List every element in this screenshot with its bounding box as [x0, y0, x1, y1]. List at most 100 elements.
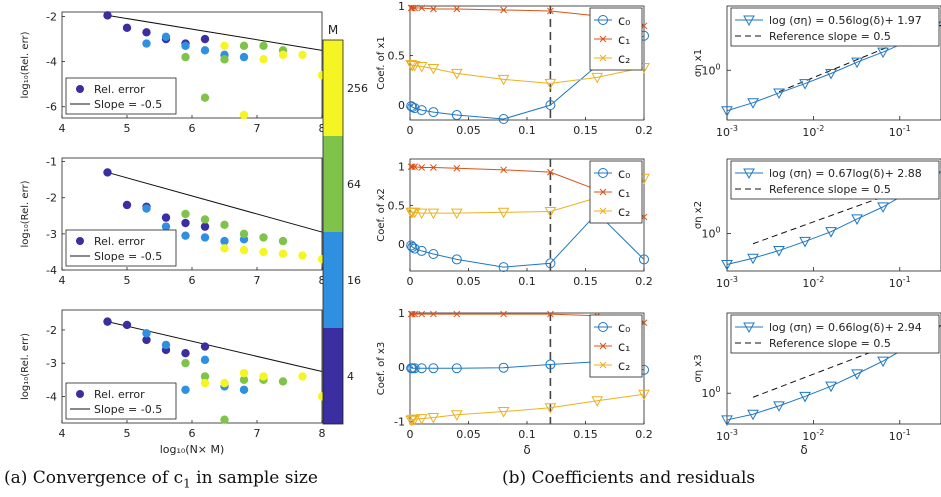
a2-ytick-label: -3 — [46, 228, 57, 241]
b3-ytick-label: 1 — [398, 307, 405, 320]
a1-point-m256 — [239, 110, 249, 120]
b3-point-c1 — [408, 310, 416, 318]
a2-point-m256 — [278, 249, 288, 258]
b3-point-c2 — [427, 413, 440, 424]
b2-series-c1 — [411, 166, 645, 218]
c2-point-sigma — [721, 259, 733, 271]
a1-ytick-label: -6 — [46, 101, 57, 114]
c1-xtick-label: 10-1 — [889, 124, 911, 139]
a3-point-m64 — [239, 375, 249, 384]
a1-point-m256 — [298, 50, 307, 60]
a1-point-m4 — [142, 28, 151, 37]
c3-point-sigma — [799, 391, 811, 403]
a2-point-m16 — [181, 231, 190, 240]
a2-point-m16 — [220, 236, 229, 246]
a1-xtick-label: 8 — [319, 122, 326, 135]
a1-point-m16 — [142, 39, 151, 48]
a3-xtick-label: 7 — [254, 427, 261, 440]
a1-xtick-label: 5 — [124, 122, 131, 135]
b2-legend-label: c₀ — [618, 167, 630, 182]
b2-point-c2 — [544, 207, 557, 218]
b1-point-c1 — [430, 5, 437, 13]
c3-ytick-label: 100 — [701, 385, 720, 400]
b2-legend-marker-2 — [599, 207, 607, 215]
a2-point-m16 — [200, 233, 210, 242]
b3-legend-marker-2 — [599, 361, 607, 369]
a2-legend — [65, 229, 177, 267]
b3-series-c1 — [411, 313, 645, 324]
b3-point-c1 — [430, 310, 437, 318]
c3-ylabel: ση x3 — [693, 354, 704, 382]
a3-point-m4 — [122, 320, 132, 330]
a2-xtick-label: 7 — [254, 274, 261, 287]
a1-xtick-label: 6 — [189, 122, 196, 135]
b1-point-c0 — [409, 103, 420, 114]
b1-point-c2 — [497, 74, 510, 86]
colorbar-segment-64 — [323, 136, 343, 232]
b1-legend-label: c₂ — [618, 52, 630, 67]
c3-point-sigma — [773, 401, 785, 412]
b2-point-c0 — [407, 242, 418, 253]
b3-ytick-label: 0 — [398, 361, 405, 374]
a1-legend — [65, 77, 177, 115]
a2-xtick-label: 5 — [124, 274, 131, 287]
a3-point-m64 — [278, 377, 288, 386]
a2-legend-marker-error — [76, 237, 84, 245]
a3-point-m256 — [298, 372, 307, 381]
b1-xtick-label: 0.05 — [456, 124, 481, 137]
a3-point-m4 — [142, 335, 151, 345]
a3-point-m16 — [142, 329, 151, 338]
a2-point-m64 — [220, 220, 229, 230]
c3-legend-marker-fit — [743, 322, 755, 334]
b1-legend-label: c₁ — [618, 33, 630, 48]
b1-series-c1 — [411, 7, 645, 27]
b1-point-c0 — [451, 110, 462, 121]
b3-point-c0 — [416, 363, 427, 374]
b2-point-c2 — [427, 208, 440, 220]
c3-xtick-label: 10-1 — [889, 428, 911, 443]
b3-point-c2 — [406, 415, 419, 426]
a2-point-m4 — [200, 222, 210, 231]
b2-point-c0 — [428, 249, 439, 260]
c1-ytick-label: 100 — [701, 62, 720, 77]
c3-legend-label-fit: log (ση) = 0.66log(δ)+ 2.94 — [769, 321, 922, 334]
b2-legend-label: c₁ — [618, 186, 630, 201]
b1-point-c0 — [428, 107, 439, 118]
c2-point-sigma — [747, 253, 759, 265]
a3-point-m64 — [181, 358, 190, 368]
a2-legend-label-error: Rel. error — [94, 235, 145, 248]
c1-point-sigma — [747, 98, 759, 109]
c3-point-sigma — [851, 369, 863, 380]
a3-xtick-label: 8 — [319, 427, 326, 440]
b2-point-c0 — [451, 254, 462, 265]
b3-ylabel: Coef. of x3 — [376, 342, 387, 396]
c1-point-sigma — [825, 69, 837, 80]
c3-reference-line — [752, 324, 941, 398]
b1-point-c2 — [591, 72, 604, 84]
b2-point-c0 — [409, 243, 420, 254]
b3-point-c1 — [411, 310, 419, 318]
b3-point-c2 — [405, 415, 418, 427]
a2-point-m64 — [278, 236, 288, 246]
a2-point-m4 — [181, 218, 190, 228]
c1-point-sigma — [773, 88, 785, 99]
a3-ytick-label: -2 — [46, 324, 57, 337]
a2-point-m256 — [259, 247, 268, 257]
b3-xlabel: δ — [523, 443, 530, 457]
a3-point-m16 — [161, 340, 171, 350]
b2-point-c0 — [498, 262, 509, 273]
b1-xtick-label: 0 — [407, 124, 414, 137]
b1-point-c1 — [408, 4, 416, 12]
c2-legend — [730, 160, 940, 200]
b3-xtick-label: 0.05 — [456, 428, 481, 441]
a2-slope-line — [107, 171, 323, 233]
a2-point-m64 — [259, 233, 268, 242]
b2-point-c2 — [415, 208, 428, 220]
c3-point-sigma — [747, 409, 759, 421]
a1-point-m4 — [122, 23, 132, 32]
b2-point-c1 — [547, 168, 554, 176]
a1-point-m16 — [161, 32, 171, 42]
c2-legend-marker-fit — [743, 168, 755, 180]
a3-ylabel: log₁₀(Rel. err) — [20, 333, 31, 400]
b3-legend-marker-1 — [599, 342, 607, 350]
